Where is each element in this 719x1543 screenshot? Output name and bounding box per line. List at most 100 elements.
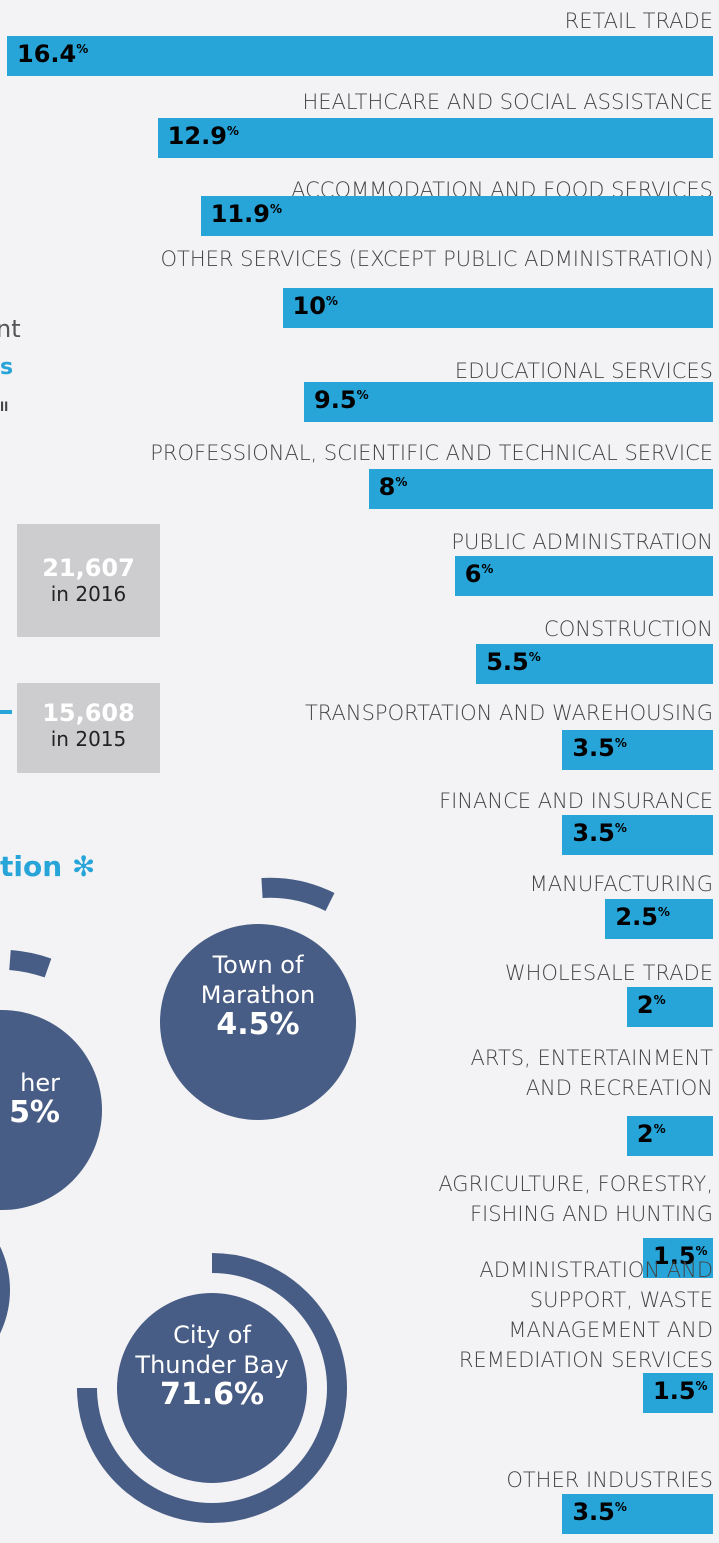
value-label: 10% <box>293 292 338 320</box>
bar: 1.5% <box>643 1373 713 1413</box>
category-label: HEALTHCARE AND SOCIAL ASSISTANCE <box>302 90 713 114</box>
category-label: WHOLESALE TRADE <box>504 961 713 985</box>
bar: 2% <box>626 1116 713 1156</box>
bar: 2.5% <box>605 899 713 939</box>
value-unit: % <box>528 650 541 664</box>
category-label: TRANSPORTATION AND WAREHOUSING <box>304 701 713 725</box>
value-label: 16.4% <box>17 40 88 68</box>
value-label: 2% <box>637 1120 666 1148</box>
value-number: 16.4 <box>17 40 77 68</box>
value-number: 6 <box>464 560 482 588</box>
value-label: 9.5% <box>314 386 369 414</box>
category-label: RETAIL TRADE <box>564 9 713 33</box>
value-unit: % <box>695 1244 708 1258</box>
value-label: 6% <box>465 560 494 588</box>
bar: 1.5% <box>643 1238 713 1278</box>
category-label: EDUCATIONAL SERVICES <box>454 359 713 383</box>
value-unit: % <box>614 821 627 835</box>
bar: 6% <box>454 556 713 596</box>
circle-name: Town of Marathon <box>200 951 316 1009</box>
category-label: AGRICULTURE, FORESTRY, FISHING AND HUNTI… <box>438 1172 713 1226</box>
value-number: 2 <box>636 1120 654 1148</box>
circle-name: her <box>20 1069 60 1097</box>
bar: 3.5% <box>562 815 713 855</box>
category-label: ARTS, ENTERTAINMENT AND RECREATION <box>470 1046 713 1100</box>
category-label: PUBLIC ADMINISTRATION <box>451 530 713 554</box>
stat-value: 21,607 <box>42 554 135 582</box>
value-number: 2.5 <box>615 903 658 931</box>
stat-label: in 2016 <box>50 582 127 606</box>
value-label: 11.9% <box>211 200 282 228</box>
category-label: FINANCE AND INSURANCE <box>439 789 713 813</box>
value-label: 3.5% <box>572 734 627 762</box>
value-unit: % <box>614 736 627 750</box>
circle-value: 5% <box>9 1095 60 1130</box>
stat-box: 15,608 in 2015 <box>17 683 160 773</box>
stat-box: 21,607 in 2016 <box>17 524 160 637</box>
value-unit: % <box>614 1500 627 1514</box>
value-number: 8 <box>378 473 396 501</box>
value-label: 3.5% <box>572 819 627 847</box>
circle-name: City of Thunder Bay <box>135 1321 289 1379</box>
circle-label: City of Thunder Bay 71.6% <box>117 1320 307 1410</box>
value-label: 2.5% <box>615 903 670 931</box>
value-unit: % <box>226 124 239 138</box>
value-label: 5.5% <box>486 648 541 676</box>
value-number: 3.5 <box>572 819 615 847</box>
value-number: 2 <box>636 991 654 1019</box>
circle-label: her 5% <box>0 1068 60 1128</box>
bar: 3.5% <box>562 730 713 770</box>
fragment-text: nt <box>0 315 21 343</box>
bar: 10% <box>282 288 713 328</box>
bar: 12.9% <box>157 118 713 158</box>
stat-value: 15,608 <box>42 699 135 727</box>
value-label: 1.5% <box>653 1377 708 1405</box>
value-unit: % <box>76 42 89 56</box>
value-unit: % <box>657 905 670 919</box>
value-number: 10 <box>292 292 326 320</box>
category-label: ADMINISTRATION AND SUPPORT, WASTE MANAGE… <box>458 1258 713 1372</box>
value-number: 5.5 <box>486 648 529 676</box>
fragment-mark <box>0 710 12 714</box>
value-label: 2% <box>637 991 666 1019</box>
bar: 5.5% <box>476 644 713 684</box>
category-label: MANUFACTURING <box>529 872 713 896</box>
value-unit: % <box>325 294 338 308</box>
value-unit: % <box>356 388 369 402</box>
category-label: OTHER SERVICES (EXCEPT PUBLIC ADMINISTRA… <box>160 247 714 271</box>
category-label: PROFESSIONAL, SCIENTIFIC AND TECHNICAL S… <box>150 441 713 465</box>
value-number: 1.5 <box>653 1242 696 1270</box>
bar: 8% <box>368 469 713 509</box>
value-number: 3.5 <box>572 1498 615 1526</box>
value-unit: % <box>269 202 282 216</box>
category-label: OTHER INDUSTRIES <box>506 1468 713 1492</box>
stat-label: in 2015 <box>50 727 127 751</box>
value-number: 11.9 <box>210 200 270 228</box>
value-label: 3.5% <box>572 1498 627 1526</box>
bar: 3.5% <box>562 1494 713 1534</box>
circle-value: 4.5% <box>216 1007 300 1042</box>
value-label: 8% <box>379 473 408 501</box>
value-unit: % <box>653 1122 666 1136</box>
value-number: 1.5 <box>653 1377 696 1405</box>
value-number: 3.5 <box>572 734 615 762</box>
circle-value: 71.6% <box>159 1377 265 1412</box>
bar: 9.5% <box>304 382 713 422</box>
value-label: 12.9% <box>168 122 239 150</box>
bar: 2% <box>626 987 713 1027</box>
circle-label: Town of Marathon 4.5% <box>160 950 356 1040</box>
category-label: CONSTRUCTION <box>544 617 713 641</box>
fragment-text: s <box>0 355 14 380</box>
value-unit: % <box>653 993 666 1007</box>
value-unit: % <box>395 475 408 489</box>
value-unit: % <box>695 1379 708 1393</box>
value-unit: % <box>481 562 494 576</box>
fragment-text: ll <box>0 400 9 414</box>
value-number: 9.5 <box>314 386 357 414</box>
bar: 11.9% <box>200 196 713 236</box>
value-number: 12.9 <box>167 122 227 150</box>
value-label: 1.5% <box>653 1242 708 1270</box>
section-heading: tion ✻ <box>0 850 96 883</box>
